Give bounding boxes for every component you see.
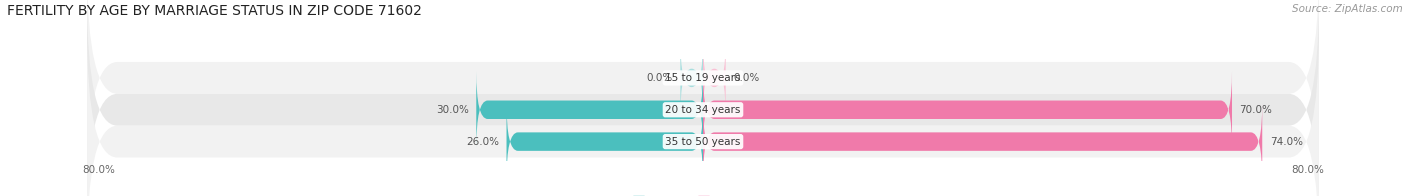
FancyBboxPatch shape: [681, 39, 703, 116]
FancyBboxPatch shape: [703, 103, 1263, 180]
FancyBboxPatch shape: [703, 71, 1232, 148]
Text: 35 to 50 years: 35 to 50 years: [665, 137, 741, 147]
Text: 15 to 19 years: 15 to 19 years: [665, 73, 741, 83]
FancyBboxPatch shape: [87, 30, 1319, 196]
FancyBboxPatch shape: [506, 103, 703, 180]
FancyBboxPatch shape: [87, 0, 1319, 196]
Legend: Married, Unmarried: Married, Unmarried: [628, 192, 778, 196]
Text: FERTILITY BY AGE BY MARRIAGE STATUS IN ZIP CODE 71602: FERTILITY BY AGE BY MARRIAGE STATUS IN Z…: [7, 4, 422, 18]
FancyBboxPatch shape: [703, 39, 725, 116]
Text: 30.0%: 30.0%: [436, 105, 468, 115]
Text: Source: ZipAtlas.com: Source: ZipAtlas.com: [1292, 4, 1403, 14]
Text: 0.0%: 0.0%: [647, 73, 672, 83]
Text: 20 to 34 years: 20 to 34 years: [665, 105, 741, 115]
FancyBboxPatch shape: [477, 71, 703, 148]
Text: 70.0%: 70.0%: [1240, 105, 1272, 115]
FancyBboxPatch shape: [87, 0, 1319, 189]
Text: 0.0%: 0.0%: [734, 73, 759, 83]
Text: 74.0%: 74.0%: [1270, 137, 1303, 147]
Text: 26.0%: 26.0%: [465, 137, 499, 147]
